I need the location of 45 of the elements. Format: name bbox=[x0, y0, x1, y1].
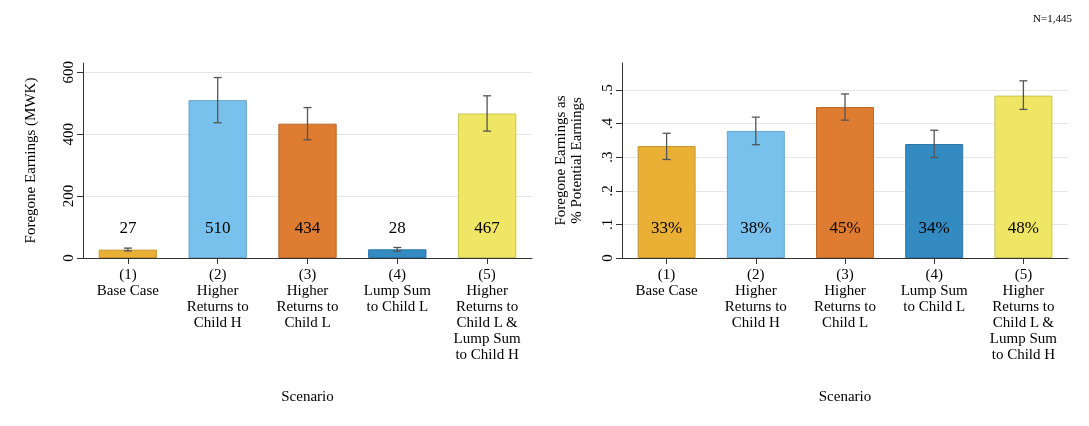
y-tick-label: 200 bbox=[59, 184, 76, 208]
x-tick-label: (4) Lump Sum to Child L bbox=[900, 266, 969, 314]
y-tick-label: .4 bbox=[598, 117, 615, 130]
bar bbox=[994, 95, 1053, 258]
y-tick-label: .3 bbox=[598, 151, 615, 163]
data-label: 45% bbox=[829, 218, 861, 237]
bar bbox=[816, 107, 874, 258]
bar bbox=[457, 113, 517, 258]
text: N=1,445 bbox=[1033, 11, 1073, 24]
data-label: 27 bbox=[119, 218, 137, 237]
bar bbox=[368, 249, 427, 258]
bar bbox=[905, 144, 964, 258]
y-axis-title: Foregone Earnings (MWK) bbox=[22, 77, 39, 244]
x-axis-title: Scenario bbox=[818, 387, 872, 404]
x-tick-label: (1) Base Case bbox=[635, 266, 698, 298]
y-tick-label: 600 bbox=[59, 61, 76, 84]
bar bbox=[637, 146, 696, 258]
x-tick-label: (2) Higher Returns to Child H bbox=[186, 266, 249, 330]
y-axis-title: Foregone Earnings as % Potential Earnings bbox=[552, 95, 584, 226]
data-label: 434 bbox=[294, 218, 321, 237]
x-tick-label: (1) Base Case bbox=[96, 266, 160, 298]
x-tick-label: (5) Higher Returns to Child L & Lump Sum to Child H bbox=[989, 266, 1058, 362]
bar bbox=[726, 130, 785, 258]
data-label: 33% bbox=[651, 218, 683, 237]
bar bbox=[98, 249, 158, 258]
x-tick-label: (3) Higher Returns to Child L bbox=[813, 266, 877, 330]
y-tick-label: .5 bbox=[598, 84, 615, 96]
x-tick-label: (3) Higher Returns to Child L bbox=[276, 266, 339, 330]
x-tick-label: (2) Higher Returns to Child H bbox=[724, 266, 787, 330]
x-tick-label: (5) Higher Returns to Child L & Lump Sum to Child H bbox=[453, 266, 521, 362]
data-label: 467 bbox=[474, 218, 501, 237]
data-label: 510 bbox=[204, 218, 231, 237]
data-label: 48% bbox=[1007, 218, 1039, 237]
y-tick-label: 0 bbox=[59, 254, 76, 262]
y-tick-label: 400 bbox=[59, 122, 76, 146]
bar bbox=[278, 123, 337, 258]
data-label: 38% bbox=[740, 218, 772, 237]
y-tick-label: 0 bbox=[598, 254, 615, 262]
y-tick-label: .2 bbox=[598, 185, 615, 197]
x-axis-title: Scenario bbox=[281, 387, 334, 404]
x-tick-label: (4) Lump Sum to Child L bbox=[363, 266, 432, 314]
y-tick-label: .1 bbox=[598, 218, 615, 230]
bar bbox=[188, 100, 247, 258]
data-label: 28 bbox=[388, 218, 406, 237]
data-label: 34% bbox=[918, 218, 950, 237]
